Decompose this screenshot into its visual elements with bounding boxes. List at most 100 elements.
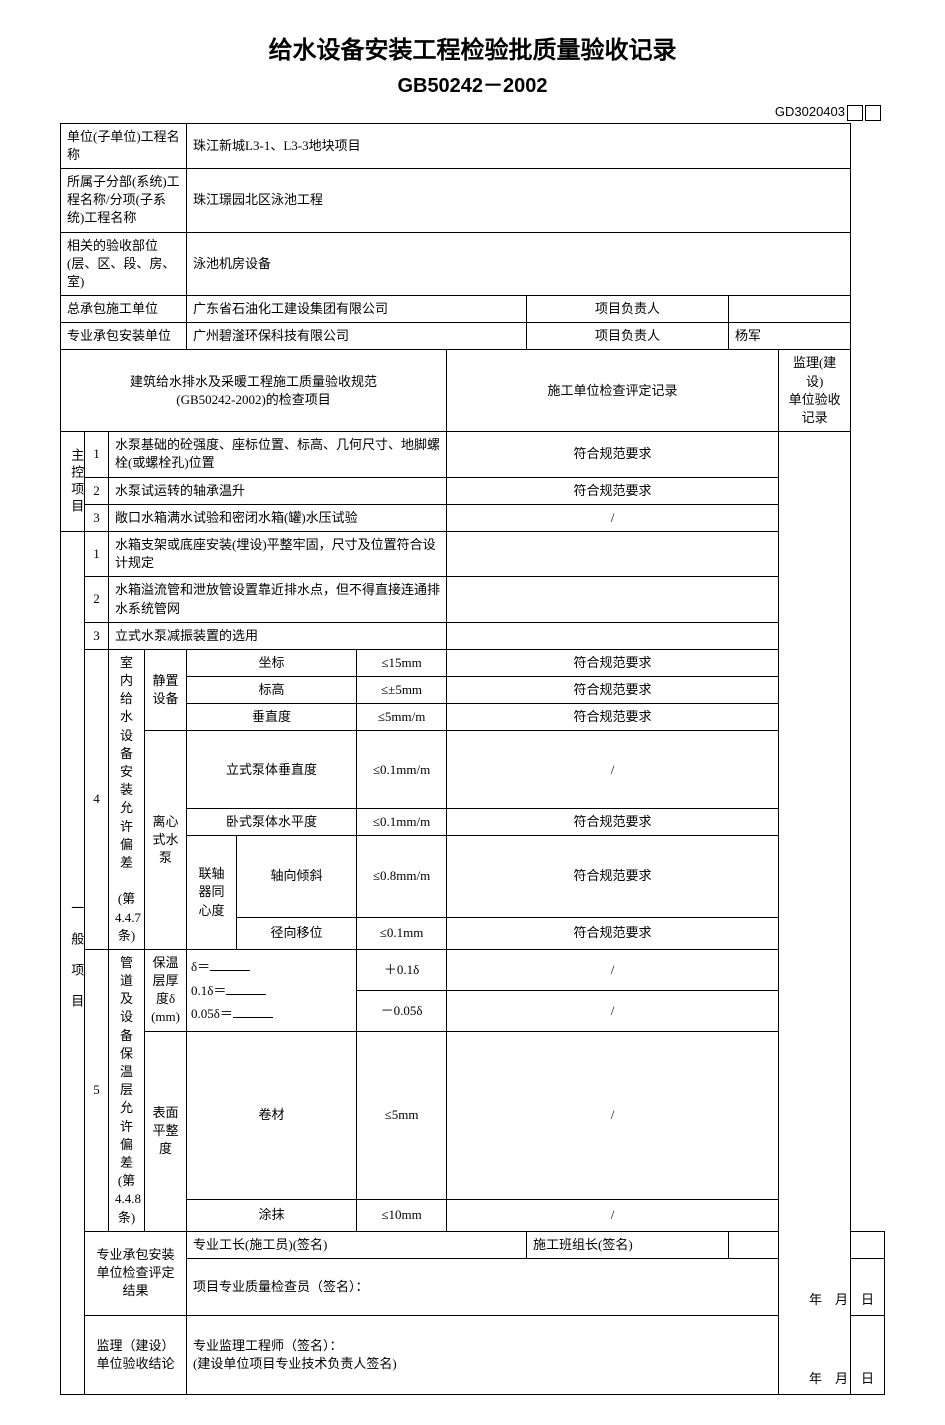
item5-flatness-result-1: / — [447, 1031, 779, 1199]
main-item-result-3: / — [447, 504, 779, 531]
header-row-3: 相关的验收部位 (层、区、段、房、室) 泳池机房设备 — [61, 232, 885, 296]
label-unit-project: 单位(子单位)工程名称 — [61, 123, 187, 168]
value-accept-part: 泳池机房设备 — [187, 232, 851, 296]
item5-flatness-tol-2: ≤10mm — [357, 1199, 447, 1231]
header-row-5: 专业承包安装单位 广州碧滏环保科技有限公司 项目负责人 杨军 — [61, 323, 885, 350]
item5-flatness-name-2: 涂抹 — [187, 1199, 357, 1231]
footer-supervisor-label: 监理（建设） 单位验收结论 — [85, 1315, 187, 1394]
main-item-desc-2: 水泵试运转的轴承温升 — [109, 477, 447, 504]
item5-label: 管道及设备保温层允许偏差(第4.4.8条) — [109, 949, 145, 1231]
main-item-result-2: 符合规范要求 — [447, 477, 779, 504]
col-header-construction: 施工单位检查评定记录 — [447, 350, 779, 432]
gen-item-no-4: 4 — [85, 649, 109, 949]
section-main-label: 主控项目 — [61, 432, 85, 532]
item4-static-tol-2: ≤±5mm — [357, 677, 447, 704]
general-item-3: 3 立式水泵减振装置的选用 — [61, 622, 885, 649]
item4-pump-name-3: 轴向倾斜 — [237, 836, 357, 918]
value-sub-project: 珠江璟园北区泳池工程 — [187, 168, 851, 232]
item4-static-label: 静置设备 — [145, 649, 187, 731]
main-item-no-3: 3 — [85, 504, 109, 531]
item4-pump-tol-2: ≤0.1mm/m — [357, 808, 447, 835]
main-item-no-2: 2 — [85, 477, 109, 504]
label-sub-project: 所属子分部(系统)工程名称/分项(子系统)工程名称 — [61, 168, 187, 232]
item4-label: 室内给水设备安装允许偏差 (第4.4.7条) — [109, 649, 145, 949]
item4-pump-tol-1: ≤0.1mm/m — [357, 731, 447, 808]
main-item-desc-1: 水泵基础的砼强度、座标位置、标高、几何尺寸、地脚螺栓(或螺栓孔)位置 — [109, 432, 447, 477]
item4-pump-tol-3: ≤0.8mm/m — [357, 836, 447, 918]
label-specialty-contractor: 专业承包安装单位 — [61, 323, 187, 350]
item5-thickness-result-1: / — [447, 949, 779, 990]
item5-row-3: 表面平整度 卷材 ≤5mm / — [61, 1031, 885, 1199]
item4-pump-result-4: 符合规范要求 — [447, 918, 779, 950]
item4-static-result-2: 符合规范要求 — [447, 677, 779, 704]
item4-row-4: 离心式水泵 立式泵体垂直度 ≤0.1mm/m / — [61, 731, 885, 808]
footer-supervisor-row: 监理（建设） 单位验收结论 专业监理工程师（签名）： (建设单位项目专业技术负责… — [61, 1315, 885, 1394]
footer-contractor-label: 专业承包安装单位检查评定结果 — [85, 1231, 187, 1315]
main-item-2: 2 水泵试运转的轴承温升 符合规范要求 — [61, 477, 885, 504]
gen-item-desc-1: 水箱支架或底座安装(埋设)平整牢固，尺寸及位置符合设计规定 — [109, 531, 447, 576]
item4-static-name-3: 垂直度 — [187, 704, 357, 731]
footer-contractor-row-1: 专业承包安装单位检查评定结果 专业工长(施工员)(签名) 施工班组长(签名) — [61, 1231, 885, 1258]
footer-team-leader: 施工班组长(签名) — [527, 1231, 729, 1258]
item4-pump-tol-4: ≤0.1mm — [357, 918, 447, 950]
footer-team-leader-blank — [729, 1231, 885, 1258]
item4-coupling-label: 联轴器同心度 — [187, 836, 237, 950]
item5-flatness-tol-1: ≤5mm — [357, 1031, 447, 1199]
item4-pump-name-4: 径向移位 — [237, 918, 357, 950]
label-accept-part: 相关的验收部位 (层、区、段、房、室) — [61, 232, 187, 296]
general-item-2: 2 水箱溢流管和泄放管设置靠近排水点，但不得直接连通排水系统管网 — [61, 577, 885, 622]
value-unit-project: 珠江新城L3-1、L3-3地块项目 — [187, 123, 851, 168]
gen-item-desc-2: 水箱溢流管和泄放管设置靠近排水点，但不得直接连通排水系统管网 — [109, 577, 447, 622]
doc-subtitle: GB50242－2002 — [60, 69, 885, 98]
item4-static-result-3: 符合规范要求 — [447, 704, 779, 731]
footer-supervisor-content: 专业监理工程师（签名）： (建设单位项目专业技术负责人签名) 年 月 日 — [187, 1315, 885, 1394]
item5-thickness-tol-1: ＋0.1δ — [357, 949, 447, 990]
label-general-contractor: 总承包施工单位 — [61, 296, 187, 323]
gen-item-result-3 — [447, 622, 779, 649]
item5-flatness-name-1: 卷材 — [187, 1031, 357, 1199]
item4-pump-name-1: 立式泵体垂直度 — [187, 731, 357, 808]
main-item-result-1: 符合规范要求 — [447, 432, 779, 477]
item5-thickness-label: 保温层厚度δ (mm) — [145, 949, 187, 1031]
item5-row-1: 5 管道及设备保温层允许偏差(第4.4.8条) 保温层厚度δ (mm) δ＝ 0… — [61, 949, 885, 990]
gen-item-desc-3: 立式水泵减振装置的选用 — [109, 622, 447, 649]
item4-static-name-2: 标高 — [187, 677, 357, 704]
value-general-contractor: 广东省石油化工建设集团有限公司 — [187, 296, 527, 323]
gen-item-no-5: 5 — [85, 949, 109, 1231]
value-specialty-leader: 杨军 — [729, 323, 851, 350]
main-item-1: 主控项目 1 水泵基础的砼强度、座标位置、标高、几何尺寸、地脚螺栓(或螺栓孔)位… — [61, 432, 885, 477]
general-item-1: 一般项目 1 水箱支架或底座安装(埋设)平整牢固，尺寸及位置符合设计规定 — [61, 531, 885, 576]
main-item-desc-3: 敞口水箱满水试验和密闭水箱(罐)水压试验 — [109, 504, 447, 531]
label-project-leader-1: 项目负责人 — [527, 296, 729, 323]
col-header-supervisor: 监理(建设) 单位验收记录 — [779, 350, 851, 432]
item4-static-tol-3: ≤5mm/m — [357, 704, 447, 731]
gen-item-no-3: 3 — [85, 622, 109, 649]
gen-item-no-1: 1 — [85, 531, 109, 576]
label-project-leader-2: 项目负责人 — [527, 323, 729, 350]
item4-static-name-1: 坐标 — [187, 649, 357, 676]
item4-row-1: 4 室内给水设备安装允许偏差 (第4.4.7条) 静置设备 坐标 ≤15mm 符… — [61, 649, 885, 676]
doc-number: GD3020403 — [60, 104, 885, 121]
gen-item-result-2 — [447, 577, 779, 622]
form-table: 单位(子单位)工程名称 珠江新城L3-1、L3-3地块项目 所属子分部(系统)工… — [60, 123, 885, 1395]
header-row-2: 所属子分部(系统)工程名称/分项(子系统)工程名称 珠江璟园北区泳池工程 — [61, 168, 885, 232]
footer-foreman: 专业工长(施工员)(签名) — [187, 1231, 527, 1258]
section-general-label: 一般项目 — [61, 531, 85, 1394]
col-header-spec: 建筑给水排水及采暖工程施工质量验收规范 (GB50242-2002)的检查项目 — [61, 350, 447, 432]
header-row-1: 单位(子单位)工程名称 珠江新城L3-1、L3-3地块项目 — [61, 123, 885, 168]
item5-flatness-result-2: / — [447, 1199, 779, 1231]
footer-quality-inspector: 项目专业质量检查员（签名）： 年 月 日 — [187, 1258, 885, 1315]
item4-pump-result-3: 符合规范要求 — [447, 836, 779, 918]
col-header-row: 建筑给水排水及采暖工程施工质量验收规范 (GB50242-2002)的检查项目 … — [61, 350, 885, 432]
doc-title: 给水设备安装工程检验批质量验收记录 — [60, 30, 885, 65]
value-specialty-contractor: 广州碧滏环保科技有限公司 — [187, 323, 527, 350]
gen-item-no-2: 2 — [85, 577, 109, 622]
main-item-3: 3 敞口水箱满水试验和密闭水箱(罐)水压试验 / — [61, 504, 885, 531]
item4-pump-result-1: / — [447, 731, 779, 808]
value-general-leader — [729, 296, 851, 323]
item4-static-tol-1: ≤15mm — [357, 649, 447, 676]
main-item-no-1: 1 — [85, 432, 109, 477]
item4-pump-result-2: 符合规范要求 — [447, 808, 779, 835]
gen-item-result-1 — [447, 531, 779, 576]
item4-static-result-1: 符合规范要求 — [447, 649, 779, 676]
